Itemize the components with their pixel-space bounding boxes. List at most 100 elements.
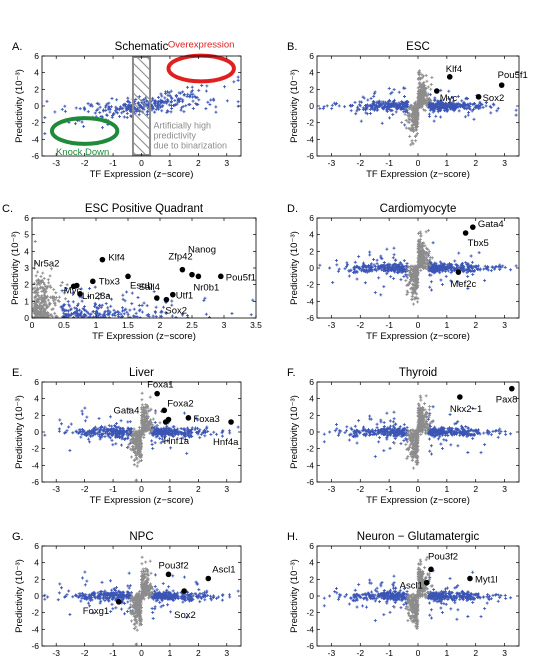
- scatter-point: [106, 313, 110, 317]
- scatter-point: [53, 303, 57, 307]
- scatter-point: [117, 310, 121, 314]
- scatter-point: [142, 430, 146, 434]
- highlight-point: [433, 88, 440, 94]
- scatter-point: [134, 445, 138, 449]
- scatter-point: [438, 266, 442, 270]
- scatter-point: [423, 250, 427, 254]
- scatter-point: [406, 291, 410, 295]
- scatter-point: [76, 302, 80, 306]
- scatter-point: [438, 269, 442, 273]
- scatter-point: [429, 87, 433, 91]
- scatter-point: [158, 600, 162, 604]
- scatter-point: [65, 283, 69, 287]
- scatter-point: [129, 447, 133, 451]
- scatter-point: [138, 436, 142, 440]
- scatter-point: [105, 113, 109, 117]
- highlight-point: [462, 230, 469, 236]
- scatter-point: [440, 100, 444, 104]
- scatter-point: [112, 112, 116, 116]
- scatter-point: [405, 293, 409, 297]
- scatter-point: [390, 265, 394, 269]
- scatter-point: [489, 111, 493, 115]
- scatter-point: [220, 434, 224, 438]
- scatter-point: [75, 304, 79, 308]
- scatter-point: [433, 96, 437, 100]
- scatter-point: [424, 421, 428, 425]
- scatter-point: [419, 95, 423, 99]
- scatter-point: [372, 94, 376, 98]
- scatter-point: [112, 426, 116, 430]
- scatter-point: [198, 436, 202, 440]
- scatter-point: [425, 79, 429, 83]
- scatter-point: [410, 106, 414, 110]
- scatter-point: [399, 107, 403, 111]
- scatter-point: [411, 434, 415, 438]
- scatter-point: [145, 405, 149, 409]
- scatter-point: [76, 309, 80, 313]
- scatter-point: [110, 97, 114, 101]
- x-tick-label: -2: [357, 484, 365, 494]
- scatter-point: [427, 249, 431, 253]
- scatter-point: [112, 432, 116, 436]
- scatter-point: [411, 119, 415, 123]
- scatter-point: [236, 425, 240, 429]
- scatter-point: [83, 314, 87, 318]
- scatter-point: [45, 294, 49, 298]
- scatter-point: [137, 452, 141, 456]
- scatter-point: [493, 429, 497, 433]
- scatter-point: [373, 90, 377, 94]
- scatter-point: [170, 303, 174, 307]
- scatter-point: [97, 304, 101, 308]
- scatter-point: [65, 593, 69, 597]
- scatter-point: [415, 132, 419, 136]
- scatter-point: [374, 103, 378, 107]
- scatter-point: [382, 421, 386, 425]
- scatter-point: [147, 428, 151, 432]
- scatter-point: [347, 274, 351, 278]
- scatter-point: [393, 101, 397, 105]
- panel-title: Thyroid: [399, 367, 437, 379]
- scatter-point: [405, 268, 409, 272]
- scatter-point: [370, 269, 374, 273]
- scatter-point: [52, 287, 56, 291]
- scatter-point: [423, 423, 427, 427]
- scatter-point: [33, 309, 37, 313]
- scatter-point: [466, 426, 470, 430]
- scatter-point: [514, 113, 518, 117]
- scatter-point: [126, 420, 130, 424]
- scatter-point: [131, 314, 135, 318]
- scatter-point: [107, 101, 111, 105]
- scatter-point: [49, 267, 53, 271]
- scatter-point: [47, 303, 51, 307]
- point-label: Nr0b1: [193, 282, 219, 293]
- scatter-point: [74, 106, 78, 110]
- scatter-point: [251, 298, 255, 302]
- scatter-point: [503, 429, 507, 433]
- scatter-point: [363, 281, 367, 285]
- scatter-point: [380, 105, 384, 109]
- scatter-point: [110, 424, 114, 428]
- y-tick-label: -4: [31, 134, 39, 144]
- scatter-point: [398, 430, 402, 434]
- scatter-point: [403, 101, 407, 105]
- x-tick-label: -1: [109, 484, 117, 494]
- scatter-point: [447, 427, 451, 431]
- scatter-point: [159, 432, 163, 436]
- scatter-point: [191, 92, 195, 96]
- scatter-point: [196, 103, 200, 107]
- scatter-point: [321, 107, 325, 111]
- scatter-point: [174, 315, 178, 318]
- scatter-point: [416, 243, 420, 247]
- scatter-point: [107, 309, 111, 313]
- highlight-point: [508, 385, 515, 392]
- scatter-point: [71, 300, 75, 304]
- scatter-point: [461, 267, 465, 271]
- scatter-point: [353, 271, 357, 275]
- scatter-point: [158, 430, 162, 434]
- scatter-point: [176, 597, 180, 601]
- scatter-point: [74, 311, 78, 315]
- y-tick-label: 6: [309, 51, 314, 61]
- x-tick-label: 0: [416, 158, 421, 168]
- scatter-point: [447, 97, 451, 101]
- highlight-point: [218, 273, 224, 280]
